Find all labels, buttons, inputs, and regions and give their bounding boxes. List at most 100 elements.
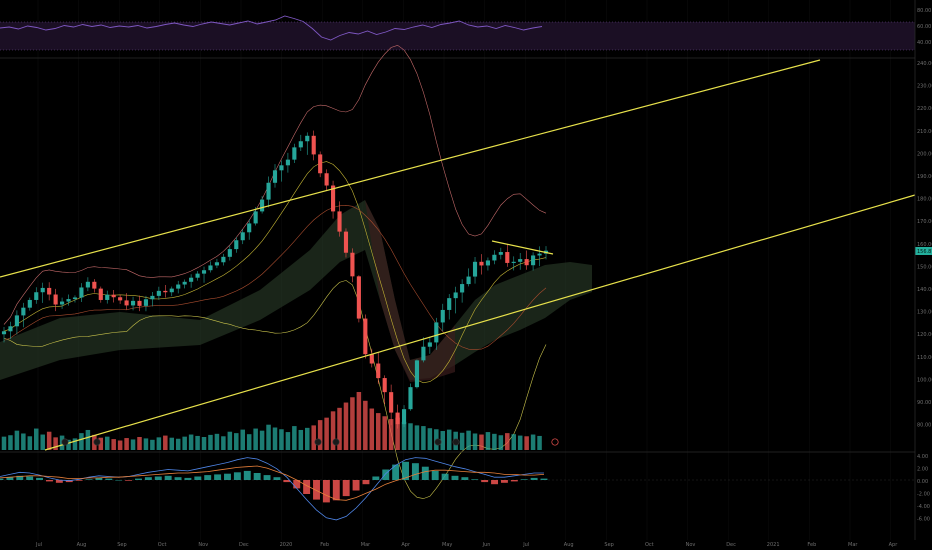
time-tick-label: Oct [645,542,654,548]
signal-line [0,465,545,501]
candle-body [8,326,13,332]
volume-bar [21,433,26,450]
earnings-marker-icon[interactable] [314,438,322,446]
price-tick-label: 240.00 [917,61,932,67]
time-tick-label: Apr [401,542,411,548]
moving-average-slow [3,204,547,350]
volume-bar [446,429,452,450]
time-tick-label: Dec [726,542,736,548]
bollinger-lower-line [3,280,547,499]
price-axis[interactable]: 80.00 60.00 40.00 240.00 230.00 220.00 210.00 2… [917,8,932,523]
volume-bar [111,439,116,450]
volume-bar [98,437,104,450]
earnings-marker-icon[interactable] [434,438,442,446]
macd-histogram-bar [402,461,409,480]
earnings-marker-icon[interactable] [61,438,69,446]
price-tick-label: 210.00 [917,129,932,135]
volume-bar [221,436,226,450]
macd-histogram-bar [491,480,499,485]
volume-bar [85,429,91,450]
volume-bar [104,436,110,450]
volume-bar [175,438,181,450]
price-panel[interactable]: 156.87 [0,44,932,499]
volume-bar [143,438,149,450]
volume-bar [227,431,233,450]
volume-bar [240,429,245,450]
volume-bar [466,430,471,450]
candle-body [318,154,323,174]
last-price-label: 156.87 [917,249,932,255]
macd-histogram-bar [293,480,301,489]
volume-bar [292,426,297,450]
macd-histogram-bar [125,480,133,481]
candle-body [79,287,84,298]
macd-histogram-bar [303,480,311,494]
candle-body [369,354,374,364]
time-tick-label: Jul [35,542,42,548]
macd-histogram-bar [481,480,489,483]
candle-body [537,253,542,256]
candle-body [311,135,316,155]
volume-bar [350,397,355,450]
moving-average-fast [3,161,547,384]
candle-body [389,392,394,413]
candle-body [472,261,478,277]
macd-histogram-bar [6,477,14,480]
earnings-marker-icon[interactable] [452,438,460,446]
time-tick-label: Jun [482,542,491,548]
macd-tick-label: 0.00 [917,479,928,485]
price-tick-label: 120.00 [917,332,932,338]
candle-body [27,299,32,308]
candle-body [466,276,471,285]
dividend-marker-icon[interactable] [551,438,559,446]
short-trendline[interactable] [491,240,554,255]
volume-bar [285,432,291,450]
event-markers [61,438,559,446]
time-tick-label: Sep [117,542,126,548]
macd-panel[interactable] [0,457,915,521]
rsi-tick-label: 40.00 [917,40,931,46]
earnings-marker-icon[interactable] [93,438,101,446]
price-tick-label: 170.00 [917,219,932,225]
volume-bar [214,433,220,450]
volume-bar [298,429,304,450]
candle-body [337,211,342,232]
candle-body [195,273,200,278]
macd-histogram-bar [332,480,340,501]
rsi-band-fill [0,22,915,50]
macd-histogram-bar [85,479,93,480]
volume-bar [472,433,478,450]
macd-histogram-bar [95,477,103,480]
time-axis[interactable]: Jul Aug Sep Oct Nov Dec 2020 Feb Mar Apr May Jun Jul… [35,542,898,548]
candle-body [395,412,400,425]
macd-histogram-bar [283,480,291,483]
macd-histogram-bar [500,480,508,483]
candle-body [511,261,516,263]
time-tick-label: Mar [361,542,371,548]
candle-body [518,259,523,262]
channel-upper-line[interactable] [0,59,821,278]
candle-body [343,231,349,253]
price-tick-label: 230.00 [917,84,932,90]
volume-bar [492,433,497,450]
volume-bar [395,417,400,450]
volume-bar [34,428,39,450]
macd-histogram-bar [362,480,370,485]
macd-histogram-bar [164,475,172,480]
candle-body [531,255,536,266]
channel-lower-line[interactable] [44,194,916,451]
candle-body [305,135,310,142]
volume-bar [343,402,349,450]
volume-bar [46,431,52,450]
rsi-panel[interactable] [0,15,915,51]
price-tick-label: 180.00 [917,197,932,203]
macd-histogram-bar [154,476,162,480]
earnings-marker-icon[interactable] [332,438,340,446]
candle-body [40,287,45,293]
time-tick-label: Nov [686,542,696,548]
candle-body [272,170,278,183]
time-tick-label: Jul [522,542,529,548]
volume-bar [408,423,413,450]
candle-body [163,290,168,293]
